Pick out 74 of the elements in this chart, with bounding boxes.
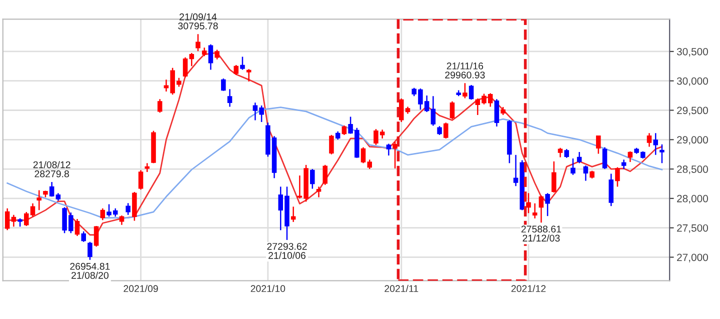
candlestick xyxy=(138,170,144,190)
candlestick xyxy=(532,202,538,220)
candlestick xyxy=(628,150,633,163)
candlestick xyxy=(570,158,576,176)
x-tick-label: 2021/11 xyxy=(384,284,418,292)
y-tick-label: 29,000 xyxy=(677,136,708,145)
candlestick xyxy=(468,84,474,100)
candlestick xyxy=(329,134,334,155)
candlestick xyxy=(94,225,99,248)
candlestick xyxy=(322,164,328,186)
candlestick xyxy=(88,241,92,260)
candlestick xyxy=(4,208,10,231)
candlestick xyxy=(49,181,54,198)
x-tick-label: 2021/10 xyxy=(250,284,286,292)
candlestick xyxy=(462,82,468,99)
candlestick xyxy=(660,144,664,164)
candlestick xyxy=(36,190,42,211)
annotation: 27293.62 21/10/06 xyxy=(267,242,307,259)
candlestick xyxy=(100,208,106,221)
candlestick xyxy=(558,147,563,158)
candlestick xyxy=(526,192,531,214)
candlestick xyxy=(81,230,86,243)
annotation: 21/09/14 30795.78 xyxy=(178,13,218,30)
y-tick-label: 30,500 xyxy=(676,48,708,57)
candlestick xyxy=(221,78,226,92)
annotation: 27588.61 21/12/03 xyxy=(521,226,562,242)
candlestick xyxy=(126,202,130,216)
candlestick xyxy=(310,168,315,190)
candlestick xyxy=(342,124,347,136)
y-tick-label: 28,000 xyxy=(677,194,708,204)
candlestick xyxy=(182,56,188,78)
candlestick xyxy=(430,96,436,126)
x-tick-label: 2021/12 xyxy=(511,284,546,292)
y-tick-label: 28,500 xyxy=(677,166,708,174)
candlestick xyxy=(227,88,232,108)
candlestick xyxy=(450,100,455,120)
x-tick-label: 2021/09 xyxy=(124,284,158,292)
annotation: 26954.81 21/08/20 xyxy=(70,262,110,279)
candlestick xyxy=(583,164,588,182)
candlestick xyxy=(596,134,601,154)
candlestick xyxy=(538,194,544,224)
candlestick xyxy=(157,98,162,114)
candlestick xyxy=(576,151,582,164)
candlestick xyxy=(602,146,608,170)
candlestick xyxy=(646,132,652,148)
annotation: 21/11/16 29960.93 xyxy=(445,62,485,78)
candlestick xyxy=(494,98,500,128)
candlestick xyxy=(11,214,16,228)
candlestick xyxy=(234,64,239,76)
annotation: 21/08/12 28279.8 xyxy=(33,161,70,178)
candlestick xyxy=(608,173,614,207)
candlestick xyxy=(545,192,550,217)
candlestick xyxy=(214,49,220,60)
line-series xyxy=(6,106,663,219)
candlestick xyxy=(74,218,80,237)
candlestick xyxy=(621,159,626,170)
candlestick xyxy=(653,132,658,156)
candlestick xyxy=(552,160,556,194)
y-tick-label: 27,000 xyxy=(677,254,708,262)
candlestick xyxy=(513,154,518,187)
candlestick xyxy=(615,166,620,188)
y-tick-label: 30,000 xyxy=(676,77,708,86)
candlestick xyxy=(208,44,214,70)
candlestick xyxy=(386,143,392,156)
candlestick xyxy=(246,68,252,82)
candlestick xyxy=(316,186,322,198)
y-tick-label: 29,500 xyxy=(677,106,708,116)
candlestick xyxy=(189,52,194,67)
candlestick xyxy=(240,56,245,70)
candlestick xyxy=(196,33,200,52)
candlestick xyxy=(443,122,448,140)
candlestick xyxy=(132,191,137,222)
candlestick xyxy=(392,141,398,170)
y-tick-label: 27,500 xyxy=(677,224,708,233)
